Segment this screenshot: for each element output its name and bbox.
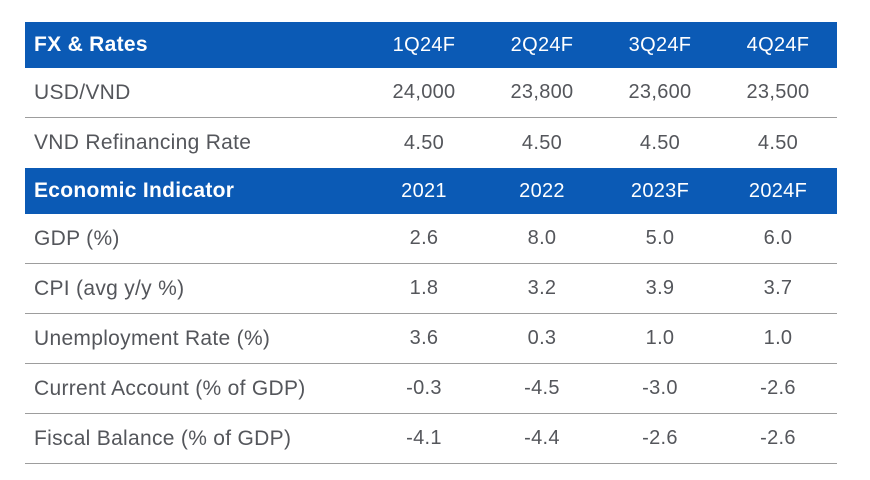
column-header-2q24f: 2Q24F (510, 33, 574, 56)
table-row-vnd-refinancing-rate: VND Refinancing Rate 4.50 4.50 4.50 4.50 (25, 118, 837, 168)
row-label: GDP (%) (34, 226, 120, 250)
cell-value: -4.4 (524, 427, 560, 449)
cell-value: -0.3 (406, 377, 442, 399)
column-header-2021: 2021 (401, 179, 447, 202)
column-header-2023f: 2023F (630, 179, 690, 202)
cell-value: 3.9 (645, 277, 675, 299)
column-header-4q24f: 4Q24F (746, 33, 810, 56)
column-header-2024f: 2024F (748, 179, 808, 202)
table-row-usd-vnd: USD/VND 24,000 23,800 23,600 23,500 (25, 68, 837, 118)
cell-value: 6.0 (763, 227, 793, 249)
cell-value: 1.0 (645, 327, 675, 349)
forecast-table: FX & Rates 1Q24F 2Q24F 3Q24F 4Q24F USD/V… (25, 22, 837, 464)
fx-rates-header-row: FX & Rates 1Q24F 2Q24F 3Q24F 4Q24F (25, 22, 837, 68)
cell-value: -4.1 (406, 427, 442, 449)
cell-value: 1.8 (409, 277, 439, 299)
cell-value: 1.0 (763, 327, 793, 349)
cell-value: -2.6 (760, 377, 796, 399)
cell-value: 2.6 (409, 227, 439, 249)
cell-value: 23,600 (628, 81, 692, 103)
cell-value: 3.2 (527, 277, 557, 299)
economic-indicator-header-row: Economic Indicator 2021 2022 2023F 2024F (25, 168, 837, 214)
cell-value: 23,500 (746, 81, 810, 103)
row-label: Current Account (% of GDP) (34, 376, 306, 400)
row-label: CPI (avg y/y %) (34, 276, 185, 300)
cell-value: 8.0 (527, 227, 557, 249)
cell-value: 24,000 (392, 81, 456, 103)
cell-value: -4.5 (524, 377, 560, 399)
row-label: Unemployment Rate (%) (34, 326, 271, 350)
table-row-cpi: CPI (avg y/y %) 1.8 3.2 3.9 3.7 (25, 264, 837, 314)
column-header-2022: 2022 (519, 179, 565, 202)
row-label: VND Refinancing Rate (34, 131, 252, 154)
cell-value: 4.50 (639, 131, 681, 154)
table-row-fiscal-balance: Fiscal Balance (% of GDP) -4.1 -4.4 -2.6… (25, 414, 837, 464)
cell-value: 5.0 (645, 227, 675, 249)
cell-value: -2.6 (642, 427, 678, 449)
cell-value: 0.3 (527, 327, 557, 349)
table-row-current-account: Current Account (% of GDP) -0.3 -4.5 -3.… (25, 364, 837, 414)
row-label: USD/VND (34, 80, 131, 104)
row-label: Fiscal Balance (% of GDP) (34, 426, 292, 450)
economic-indicator-title: Economic Indicator (34, 179, 235, 202)
cell-value: -2.6 (760, 427, 796, 449)
cell-value: 3.7 (763, 277, 793, 299)
table-row-unemployment-rate: Unemployment Rate (%) 3.6 0.3 1.0 1.0 (25, 314, 837, 364)
cell-value: 4.50 (757, 131, 799, 154)
cell-value: 3.6 (409, 327, 439, 349)
fx-rates-title: FX & Rates (34, 33, 148, 56)
table-row-gdp: GDP (%) 2.6 8.0 5.0 6.0 (25, 214, 837, 264)
cell-value: 4.50 (521, 131, 563, 154)
cell-value: -3.0 (642, 377, 678, 399)
column-header-1q24f: 1Q24F (392, 33, 456, 56)
cell-value: 23,800 (510, 81, 574, 103)
cell-value: 4.50 (403, 131, 445, 154)
column-header-3q24f: 3Q24F (628, 33, 692, 56)
